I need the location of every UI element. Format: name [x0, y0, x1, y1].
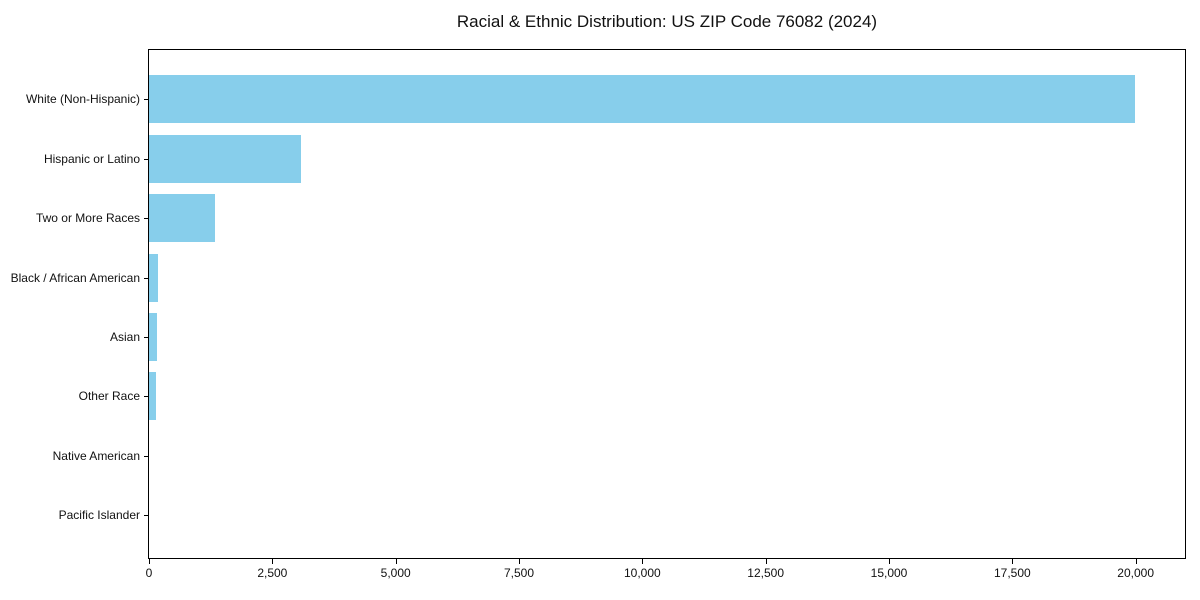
y-tick-mark [144, 515, 148, 517]
x-tick-mark [272, 559, 274, 564]
y-tick-mark [144, 218, 148, 220]
bar-asian [149, 312, 158, 361]
y-tick-mark [144, 455, 148, 457]
x-tick-mark [765, 559, 767, 564]
bar-white-non-hispanic [149, 75, 1135, 124]
y-tick-mark [144, 277, 148, 279]
y-tick-label: Asian [109, 329, 140, 344]
y-tick-label: Pacific Islander [58, 508, 140, 523]
chart-title: Racial & Ethnic Distribution: US ZIP Cod… [456, 12, 878, 31]
bar-hispanic-or-latino [149, 134, 301, 183]
y-tick-label: Two or More Races [35, 211, 140, 226]
x-tick-label: 17,500 [993, 566, 1031, 580]
x-tick-label: 15,000 [870, 566, 908, 580]
bar-other-race [149, 372, 157, 421]
x-tick-mark [519, 559, 520, 564]
x-tick-label: 2,500 [257, 566, 288, 580]
x-tick-mark [395, 559, 397, 564]
x-tick-label: 12,500 [747, 566, 785, 580]
y-tick-label: Hispanic or Latino [43, 151, 140, 166]
x-tick-label: 7,500 [503, 566, 535, 580]
x-tick-mark [1012, 559, 1014, 564]
y-tick-label: Native American [52, 448, 140, 463]
y-tick-mark [144, 396, 148, 398]
plot-area: White (Non-Hispanic) Hispanic or Latino Tw… [11, 49, 1186, 580]
y-tick-label: Other Race [78, 389, 140, 404]
y-tick-label: White (Non-Hispanic) [25, 92, 140, 107]
y-tick-label: Black / African American [10, 270, 140, 285]
y-tick-mark [144, 336, 148, 338]
x-tick-label: 20,000 [1117, 566, 1155, 580]
x-tick-label: 5,000 [380, 566, 411, 580]
y-tick-mark [144, 158, 148, 160]
y-tick-mark [144, 99, 148, 101]
x-tick-mark [889, 559, 890, 564]
bar-black-african-american [149, 253, 158, 302]
x-tick-mark [149, 559, 150, 564]
bar-two-or-more-races [149, 194, 216, 243]
x-tick-mark [1135, 559, 1137, 564]
x-tick-mark [642, 559, 644, 564]
x-tick-label: 0 [145, 566, 153, 580]
x-tick-label: 10,000 [623, 566, 661, 580]
